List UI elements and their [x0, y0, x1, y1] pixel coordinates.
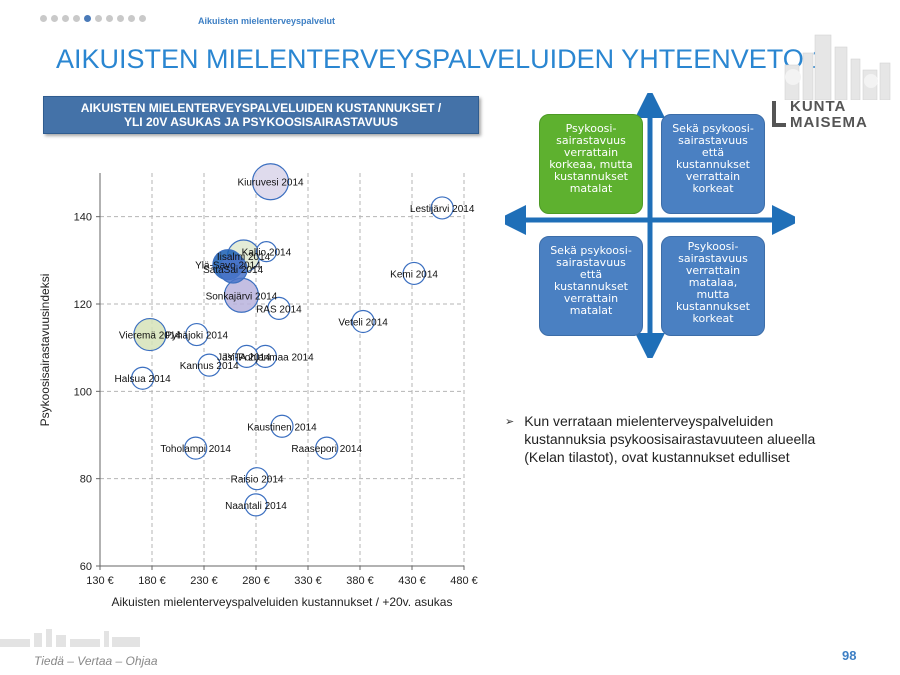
progress-dot	[106, 15, 113, 22]
data-label: Kannus 2014	[180, 361, 239, 372]
data-label: Halsua 2014	[115, 374, 172, 385]
x-axis-label: Aikuisten mielenterveyspalveluiden kusta…	[112, 595, 453, 609]
data-label: Sonkajärvi 2014	[206, 291, 278, 302]
data-label: Kemi 2014	[390, 269, 438, 280]
quadrant-bottom-right-text: Psykoosi- sairastavuus verrattain matala…	[676, 240, 750, 325]
quadrant-bottom-left: Sekä psykoosi- sairastavuus että kustann…	[539, 236, 643, 336]
progress-dot-active	[84, 15, 91, 22]
y-tick-label: 120	[74, 299, 92, 311]
page-number: 98	[842, 648, 857, 663]
quadrant-top-right: Sekä psykoosi- sairastavuus että kustann…	[661, 114, 765, 214]
data-label: Lestijärvi 2014	[410, 204, 475, 215]
data-bubble	[185, 322, 209, 347]
data-label: SataSai 2014	[203, 265, 263, 276]
data-bubble	[197, 353, 221, 377]
label-layer: Kiuruvesi 2014 Lestijärvi 2014 Iisalmi 201…	[115, 178, 475, 512]
axis-layer: 130 € 180 € 230 € 280 € 330 € 380 € 430 € 480 €…	[74, 173, 478, 587]
progress-dot	[73, 15, 80, 22]
data-label: Raisio 2014	[231, 475, 284, 486]
y-tick-label: 60	[80, 561, 92, 573]
data-bubble	[131, 366, 155, 390]
progress-dot	[51, 15, 58, 22]
x-tick-label: 180 €	[138, 575, 166, 587]
data-label: JYTA 2014	[223, 352, 272, 363]
data-label: Raasepori 2014	[291, 444, 362, 455]
x-tick-label: 280 €	[242, 575, 270, 587]
logo-line1: KUNTA	[790, 98, 847, 115]
data-bubble	[402, 261, 426, 286]
quadrant-top-right-text: Sekä psykoosi- sairastavuus että kustann…	[672, 122, 754, 195]
logo-line2: MAISEMA	[790, 114, 868, 131]
data-label: Jäsi-Pohjanmaa 2014	[217, 352, 314, 363]
data-label: Kallio 2014	[242, 248, 292, 259]
data-label: RAS 2014	[256, 304, 302, 315]
x-tick-label: 130 €	[86, 575, 114, 587]
data-label: Toholampi 2014	[160, 444, 231, 455]
data-label: Naantali 2014	[225, 501, 287, 512]
section-label: Aikuisten mielenterveyspalvelut	[198, 16, 336, 26]
data-bubble	[255, 241, 277, 263]
progress-dot	[139, 15, 146, 22]
data-bubble	[244, 493, 268, 517]
logo-icon	[772, 101, 786, 127]
footer-tagline: Tiedä – Vertaa – Ohjaa	[34, 654, 158, 668]
progress-dots	[40, 15, 146, 22]
y-tick-label: 140	[74, 212, 92, 224]
progress-dot	[128, 15, 135, 22]
progress-dot	[117, 15, 124, 22]
x-tick-label: 230 €	[190, 575, 218, 587]
subtitle-line2: YLI 20V ASUKAS JA PSYKOOSISAIRASTAVUUS	[123, 115, 399, 129]
data-label: Vieremä 2014	[119, 331, 182, 342]
data-bubble	[267, 296, 291, 320]
data-bubble	[184, 436, 208, 460]
quadrant-bottom-right: Psykoosi- sairastavuus verrattain matala…	[661, 236, 765, 336]
data-bubble	[245, 467, 269, 491]
summary-bullet-text: Kun verrataan mielenterveyspalveluiden k…	[524, 413, 816, 465]
data-label: Veteli 2014	[338, 317, 388, 328]
data-bubble	[133, 317, 167, 352]
subtitle-line1: AIKUISTEN MIELENTERVEYSPALVELUIDEN KUSTA…	[80, 101, 442, 115]
data-label: Kiuruvesi 2014	[237, 178, 304, 189]
progress-dot	[62, 15, 69, 22]
progress-dot	[40, 15, 47, 22]
x-tick-label: 430 €	[398, 575, 426, 587]
data-bubble	[351, 309, 375, 334]
x-tick-label: 480 €	[450, 575, 478, 587]
data-label: Pyhäjoki 2014	[165, 331, 228, 342]
quadrant-bottom-left-text: Sekä psykoosi- sairastavuus että kustann…	[550, 244, 632, 317]
x-tick-label: 380 €	[346, 575, 374, 587]
bubble-layer	[131, 163, 454, 517]
quadrant-top-left-text: Psykoosi- sairastavuus verrattain korkea…	[549, 122, 633, 195]
y-tick-label: 80	[80, 474, 92, 486]
page-title: AIKUISTEN MIELENTERVEYSPALVELUIDEN YHTEE…	[56, 44, 827, 74]
data-label: Iisalmi 2014	[217, 252, 271, 263]
bullet-arrow-icon: ➢	[505, 416, 515, 428]
data-bubble	[218, 254, 248, 284]
data-bubble	[235, 344, 259, 368]
footer-skyline-decoration	[0, 629, 140, 647]
kuntamaisema-logo: KUNTA MAISEMA	[770, 97, 870, 133]
data-bubble	[315, 436, 339, 460]
data-label: Kaustinen 2014	[247, 422, 317, 433]
data-bubble	[251, 163, 290, 201]
grid-layer	[100, 173, 465, 566]
summary-bullet: ➢ Kun verrataan mielenterveyspalveluiden…	[505, 412, 845, 466]
data-bubble	[430, 196, 454, 220]
progress-dot	[95, 15, 102, 22]
chart-subtitle-banner: AIKUISTEN MIELENTERVEYSPALVELUIDEN KUSTA…	[43, 96, 479, 134]
quadrant-top-left: Psykoosi- sairastavuus verrattain korkea…	[539, 114, 643, 214]
data-label: Ylä-Savo 2014	[195, 261, 261, 272]
x-tick-label: 330 €	[294, 575, 322, 587]
data-bubble	[270, 414, 294, 438]
quadrant-arrows	[505, 93, 795, 358]
y-tick-label: 100	[74, 386, 92, 398]
y-axis-label: Psykoosisairastavuusindeksi	[38, 274, 52, 427]
skyline-decoration	[784, 34, 891, 100]
